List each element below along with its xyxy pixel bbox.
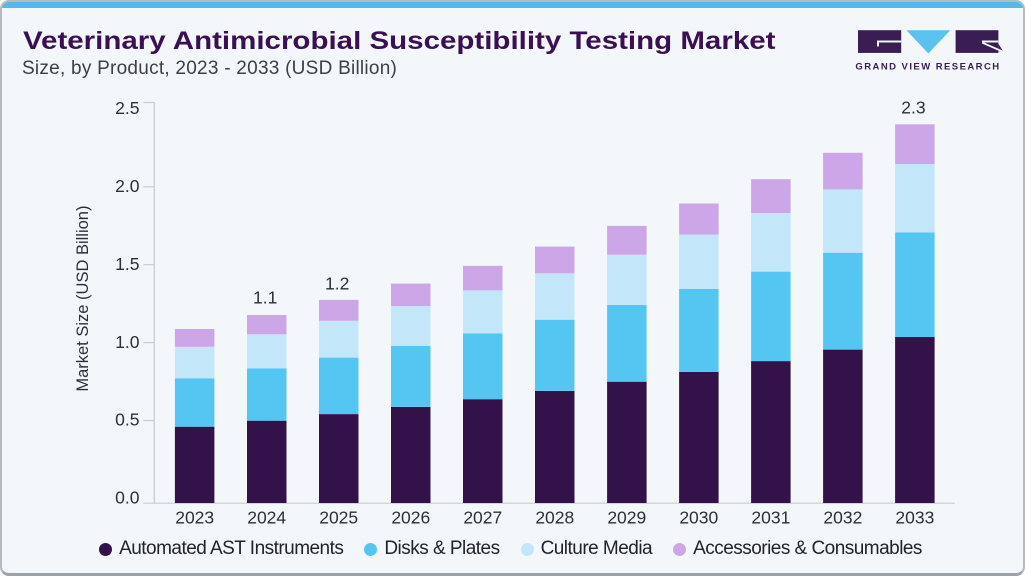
svg-text:Market Size (USD Billion): Market Size (USD Billion): [74, 206, 92, 392]
svg-text:1.5: 1.5: [115, 254, 139, 274]
svg-text:2027: 2027: [463, 507, 502, 527]
svg-text:2023: 2023: [175, 507, 214, 527]
svg-text:2028: 2028: [535, 507, 574, 527]
svg-text:2024: 2024: [247, 507, 286, 527]
svg-text:2033: 2033: [895, 507, 934, 527]
svg-text:2026: 2026: [391, 507, 430, 527]
svg-text:0.5: 0.5: [115, 410, 139, 430]
svg-text:2032: 2032: [823, 507, 862, 527]
svg-text:1.1: 1.1: [253, 288, 277, 308]
svg-text:2031: 2031: [751, 507, 790, 527]
svg-text:2.0: 2.0: [115, 176, 140, 196]
svg-text:GRAND VIEW RESEARCH: GRAND VIEW RESEARCH: [855, 62, 1000, 73]
svg-text:1.0: 1.0: [115, 332, 140, 352]
svg-text:2029: 2029: [607, 507, 646, 527]
svg-text:2.3: 2.3: [901, 98, 925, 118]
svg-text:1.2: 1.2: [325, 274, 349, 294]
svg-text:2.5: 2.5: [115, 98, 139, 118]
svg-text:0.0: 0.0: [115, 488, 140, 508]
svg-text:2025: 2025: [319, 507, 358, 527]
svg-text:2030: 2030: [679, 507, 718, 527]
